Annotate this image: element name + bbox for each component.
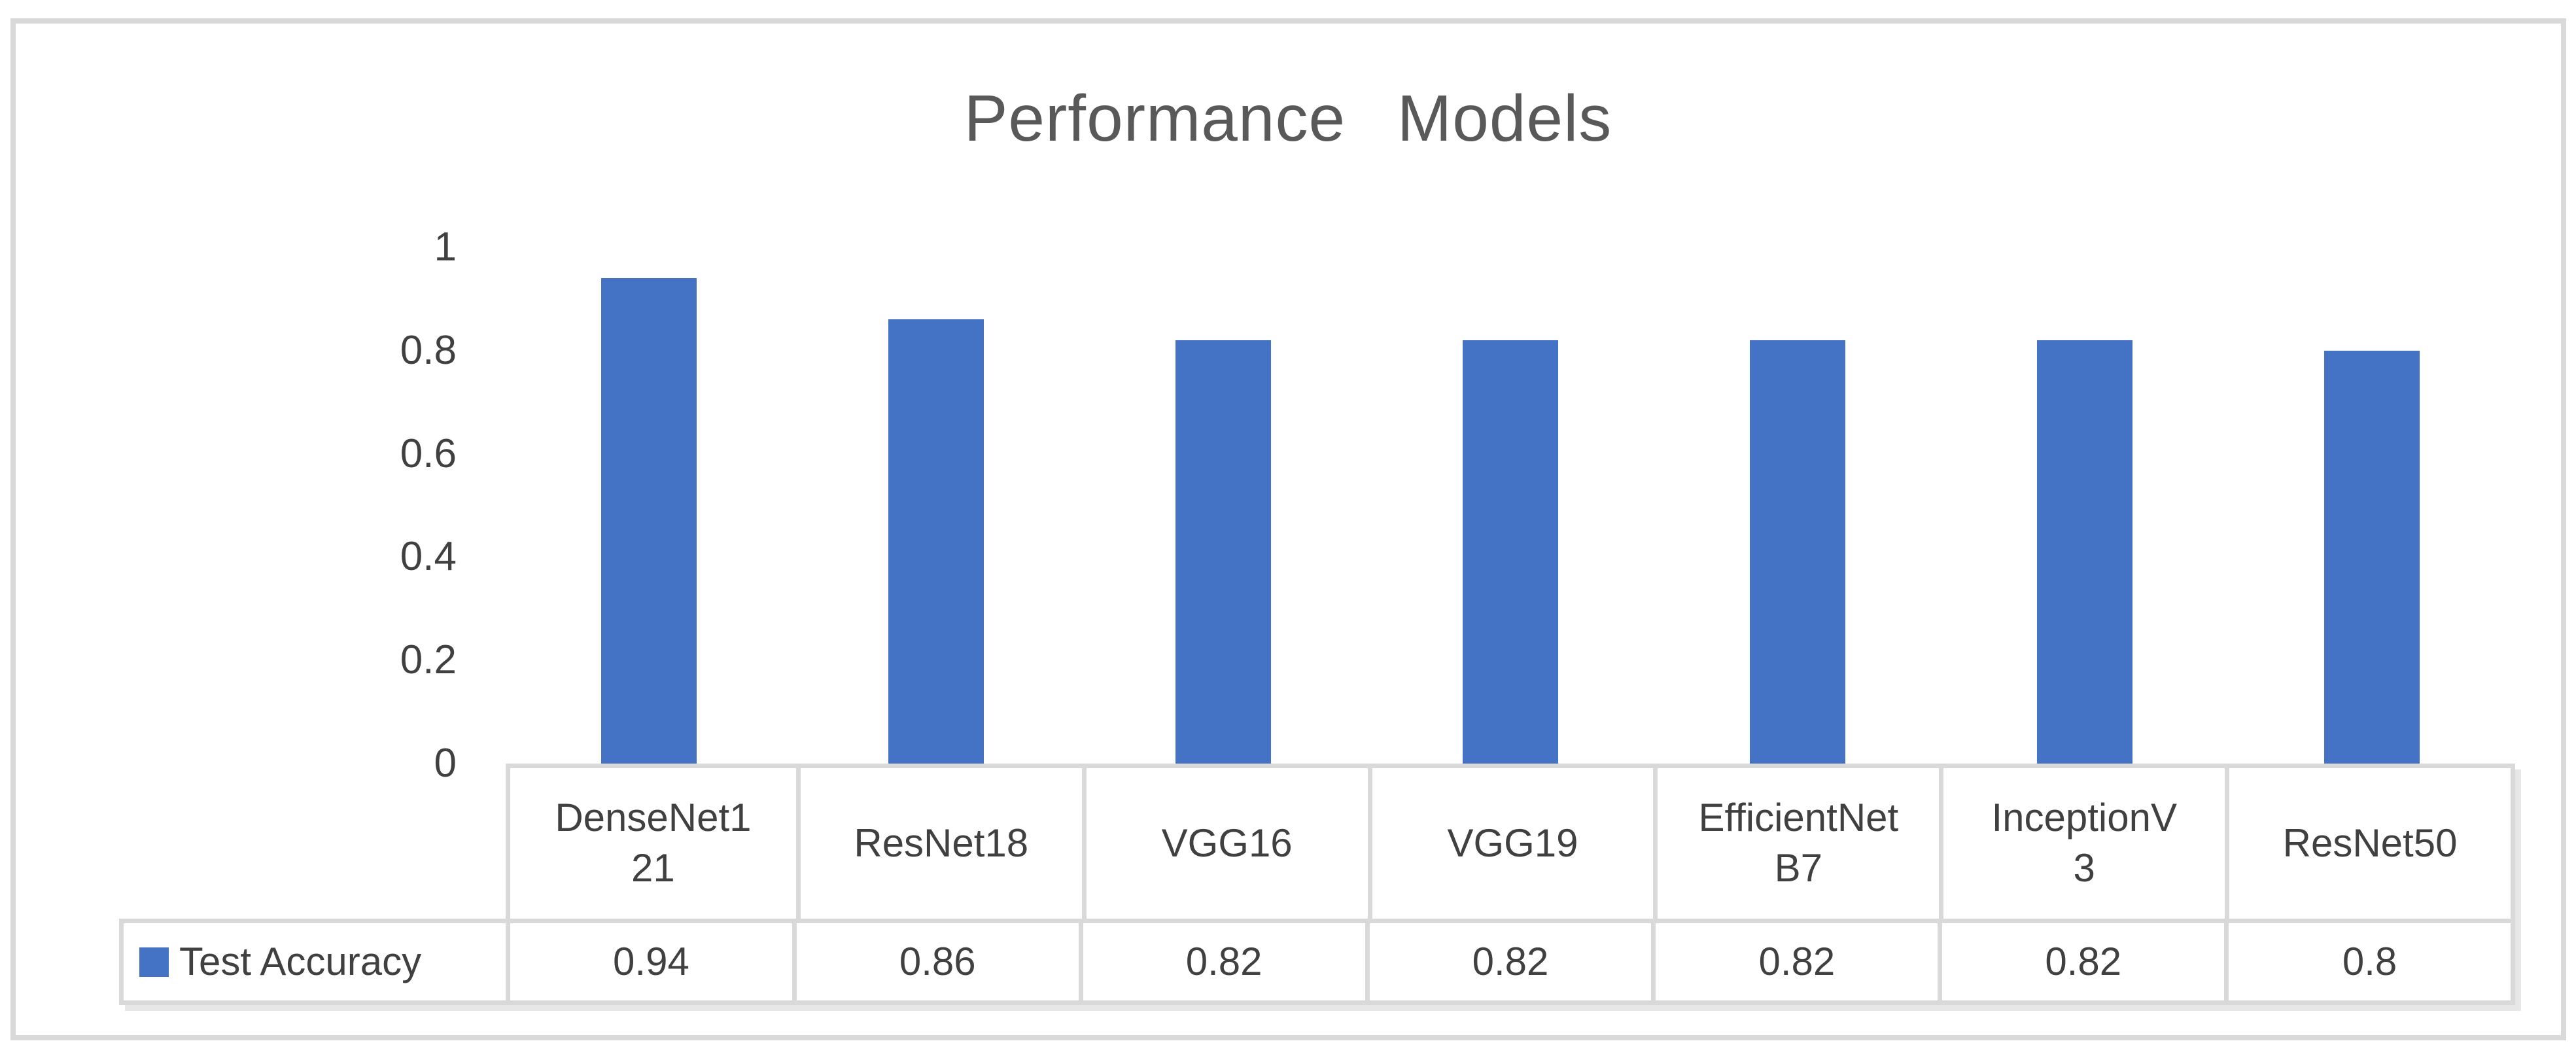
category-cell-vgg19: VGG19 — [1367, 768, 1654, 919]
bar-vgg16 — [1175, 340, 1272, 764]
bar-column-densenet121 — [506, 247, 793, 764]
bar-column-efficientnetb7 — [1654, 247, 1941, 764]
bar-resnet50 — [2324, 350, 2420, 764]
category-cell-efficientnetb7: EfficientNet B7 — [1653, 768, 1939, 919]
y-tick-label-0-6: 0.6 — [400, 431, 457, 476]
bar-efficientnetb7 — [1749, 340, 1845, 764]
data-table-category-row: DenseNet1 21 ResNet18 VGG16 VGG19 Effici… — [506, 764, 2515, 919]
bar-column-vgg19 — [1367, 247, 1654, 764]
value-cell-resnet18: 0.86 — [792, 923, 1079, 1000]
legend-cell: Test Accuracy — [124, 923, 506, 1000]
value-cell-resnet50: 0.8 — [2224, 923, 2511, 1000]
bar-column-inceptionv3 — [1941, 247, 2228, 764]
y-tick-label-0-8: 0.8 — [400, 328, 457, 373]
value-cell-vgg16: 0.82 — [1078, 923, 1365, 1000]
bar-column-resnet18 — [793, 247, 1080, 764]
category-cell-inceptionv3: InceptionV 3 — [1939, 768, 2225, 919]
value-cell-inceptionv3: 0.82 — [1938, 923, 2224, 1000]
category-cell-densenet121: DenseNet1 21 — [555, 796, 752, 890]
bar-column-vgg16 — [1080, 247, 1367, 764]
y-tick-label-0: 0 — [434, 741, 457, 786]
bar-resnet18 — [888, 319, 984, 764]
category-cell-resnet50: ResNet50 — [2225, 768, 2511, 919]
chart-title: Performance Models — [964, 82, 1612, 155]
bar-inceptionv3 — [2036, 340, 2132, 764]
legend-color-swatch-icon — [139, 947, 169, 977]
bar-densenet121 — [601, 278, 697, 764]
bar-vgg19 — [1463, 340, 1558, 764]
value-cell-densenet121: 0.94 — [506, 923, 792, 1000]
value-cell-vgg19: 0.82 — [1365, 923, 1652, 1000]
y-tick-label-0-2: 0.2 — [400, 637, 457, 682]
legend-label: Test Accuracy — [179, 939, 422, 983]
category-cell-resnet18: ResNet18 — [795, 768, 1082, 919]
plot-area — [506, 247, 2515, 764]
bar-column-resnet50 — [2228, 247, 2515, 764]
y-tick-label-0-4: 0.4 — [400, 534, 457, 579]
value-cell-efficientnetb7: 0.82 — [1651, 923, 1938, 1000]
data-table-value-row: Test Accuracy 0.94 0.86 0.82 0.82 0.82 0… — [119, 919, 2515, 1005]
y-tick-label-1: 1 — [434, 224, 457, 270]
category-cell-vgg16: VGG16 — [1081, 768, 1368, 919]
